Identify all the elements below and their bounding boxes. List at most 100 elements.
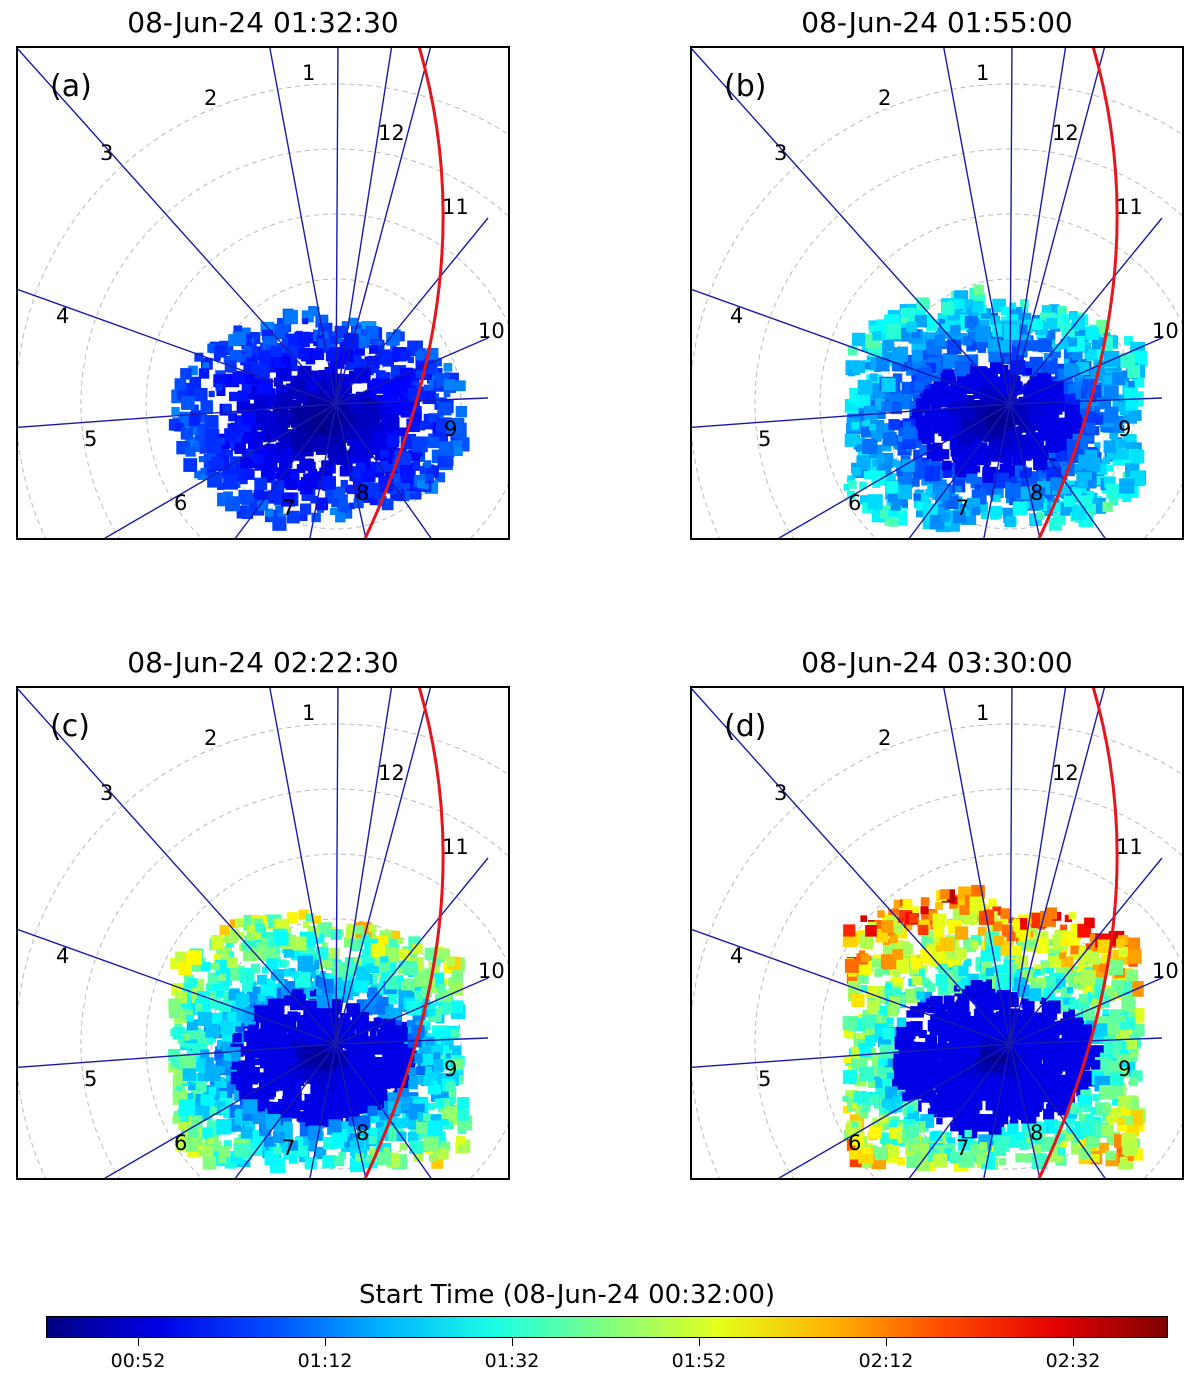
heatmap-cell <box>386 332 400 346</box>
heatmap-cell <box>443 390 451 398</box>
heatmap-cell <box>285 333 298 346</box>
heatmap-cell <box>1090 947 1099 956</box>
heatmap-cell <box>265 412 276 423</box>
heatmap-cell <box>1092 1093 1100 1102</box>
heatmap-cell <box>250 432 263 445</box>
heatmap-cell <box>342 431 353 443</box>
heatmap-cell <box>396 937 403 944</box>
heatmap-cell <box>897 484 913 500</box>
heatmap-cell <box>192 442 202 452</box>
heatmap-cell <box>1035 388 1047 400</box>
heatmap-cell <box>851 1046 864 1059</box>
heatmap-cell <box>321 460 333 472</box>
heatmap-cell <box>408 449 420 462</box>
heatmap-cell <box>219 951 229 960</box>
heatmap-cell <box>194 352 204 362</box>
heatmap-cell <box>298 1151 310 1163</box>
heatmap-cell <box>906 1071 916 1081</box>
heatmap-cell <box>285 478 297 490</box>
heatmap-cell <box>912 458 922 467</box>
heatmap-cell <box>1059 323 1067 331</box>
heatmap-cell <box>372 430 388 446</box>
heatmap-cell <box>1074 1121 1083 1130</box>
heatmap-cell <box>861 426 873 438</box>
heatmap-cell <box>376 349 393 365</box>
heatmap-cell <box>955 333 968 345</box>
heatmap-cell <box>226 957 238 968</box>
heatmap-cell <box>1072 489 1081 498</box>
heatmap-cell <box>1079 440 1089 449</box>
heatmap-cell <box>880 1132 892 1144</box>
heatmap-cell <box>941 427 955 442</box>
heatmap-cell <box>198 1149 206 1157</box>
heatmap-cell <box>331 1027 339 1035</box>
heatmap-cell <box>1088 400 1099 411</box>
heatmap-cell <box>1041 961 1049 968</box>
heatmap-cell <box>276 442 285 452</box>
heatmap-cell <box>885 982 892 990</box>
heatmap-cell <box>1015 1153 1025 1163</box>
heatmap-cell <box>328 1119 342 1133</box>
heatmap-cell <box>892 1095 901 1103</box>
boundary-arc <box>1037 48 1119 538</box>
heatmap-cell <box>317 338 330 350</box>
heatmap-cell <box>954 360 970 377</box>
heatmap-cell <box>1013 918 1020 925</box>
heatmap-cell <box>1020 1075 1030 1085</box>
mlt-label: 6 <box>174 491 187 515</box>
heatmap-cell <box>215 383 223 391</box>
map-panel: 1 2 3 4 5 6 7 8 9 10 11 12 (c) <box>16 686 510 1180</box>
heatmap-cell <box>984 1082 997 1095</box>
heatmap-cell <box>171 406 180 416</box>
heatmap-cell <box>847 345 858 356</box>
heatmap-cell <box>445 1081 456 1092</box>
heatmap-cell <box>437 1148 449 1160</box>
heatmap-cell <box>302 921 310 929</box>
heatmap-cell <box>1112 1098 1120 1106</box>
heatmap-cell <box>921 1084 933 1095</box>
heatmap-cell <box>360 494 368 502</box>
heatmap-cell <box>315 946 329 960</box>
heatmap-cell <box>852 360 865 374</box>
heatmap-cell <box>1103 476 1116 489</box>
heatmap-cell <box>344 937 355 948</box>
heatmap-cell <box>1094 442 1101 449</box>
heatmap-cell <box>1127 937 1141 950</box>
heatmap-cell <box>864 1035 876 1047</box>
heatmap-cell <box>925 998 934 1007</box>
heatmap-cell <box>340 377 347 384</box>
heatmap-cell <box>194 471 201 479</box>
heatmap-cell <box>253 1100 266 1112</box>
heatmap-cell <box>276 1011 284 1020</box>
heatmap-cell <box>981 511 989 520</box>
heatmap-cell <box>340 1013 351 1024</box>
heatmap-cell <box>848 369 856 377</box>
map-panel: 1 2 3 4 5 6 7 8 9 10 11 12 (a) <box>16 46 510 540</box>
heatmap-cell <box>254 477 268 491</box>
heatmap-cell <box>1078 1030 1086 1038</box>
heatmap-cell <box>424 968 433 977</box>
heatmap-cell <box>389 1130 402 1142</box>
heatmap-cell <box>1122 493 1132 503</box>
heatmap-cell <box>879 1005 889 1016</box>
heatmap-cell <box>892 1136 901 1145</box>
heatmap-cell <box>987 338 1002 352</box>
heatmap-cell <box>983 431 995 442</box>
heatmap-cell <box>431 957 441 967</box>
heatmap-cell <box>941 323 949 331</box>
heatmap-cell <box>308 441 319 452</box>
heatmap-cell <box>973 1104 981 1112</box>
heatmap-cell <box>1097 939 1112 954</box>
heatmap-cell <box>246 343 257 355</box>
heatmap-cell <box>1118 449 1130 460</box>
heatmap-cell <box>932 935 940 943</box>
heatmap-cell <box>211 962 220 971</box>
heatmap-cell <box>896 1017 907 1027</box>
heatmap-cell <box>891 362 901 372</box>
heatmap-cell <box>939 381 949 392</box>
heatmap-cell <box>228 412 238 422</box>
heatmap-cell <box>923 417 934 428</box>
heatmap-cell <box>914 380 925 391</box>
heatmap-cell <box>246 1040 253 1047</box>
heatmap-cell <box>221 1107 228 1115</box>
